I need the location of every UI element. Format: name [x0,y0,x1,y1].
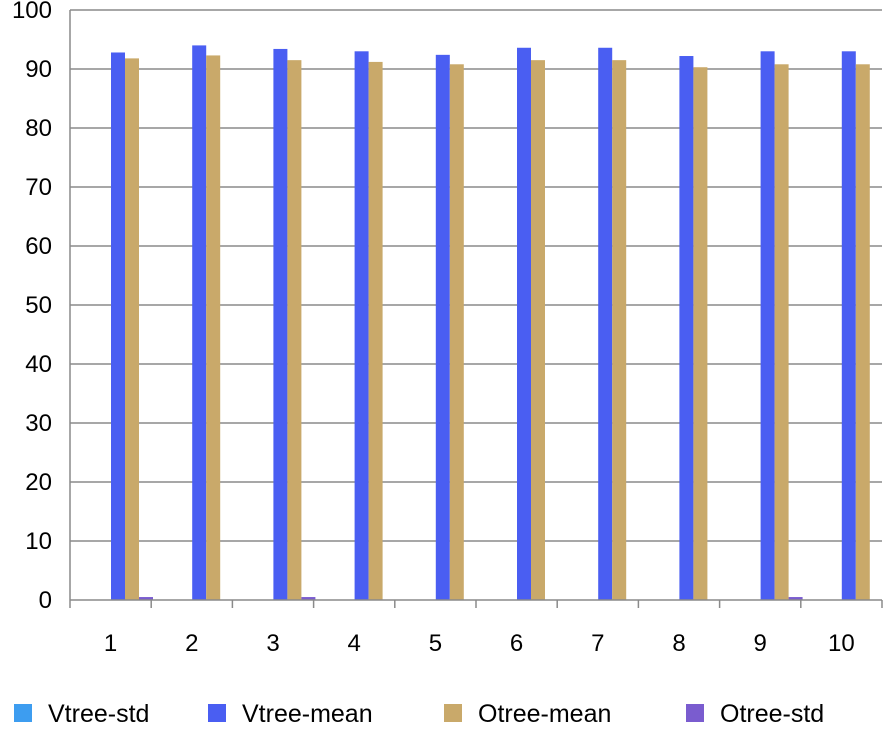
legend-label-vtree-std: Vtree-std [48,700,149,728]
bar-otree-mean-4 [368,61,383,601]
bar-otree-mean-6 [531,60,545,600]
legend-swatch-vtree-std [14,704,32,722]
x-tick-label: 9 [754,630,767,657]
y-tick-label: 0 [39,587,52,614]
bar-otree-std-1 [139,597,153,600]
bar-otree-std-9 [788,597,803,600]
x-tick-label: 2 [185,630,198,657]
bar-vtree-mean-7 [598,47,613,600]
bar-vtree-mean-2 [192,45,207,600]
x-tick-label: 8 [672,630,685,657]
legend-swatch-vtree-mean [208,704,226,722]
bar-otree-std-3 [301,597,316,600]
y-tick-label: 70 [25,174,52,201]
legend-label-vtree-mean: Vtree-mean [242,700,373,728]
bar-vtree-mean-8 [679,56,694,600]
y-tick-label: 50 [25,292,52,319]
y-tick-labels: 0 10 20 30 40 50 60 70 80 90 100 [12,0,52,614]
x-tick-label: 4 [348,630,361,657]
x-tick-label: 6 [510,630,523,657]
bar-otree-mean-1 [125,58,139,600]
bar-otree-mean-10 [855,64,870,600]
y-tick-label: 100 [12,0,52,24]
y-tick-label: 10 [25,528,52,555]
legend-label-otree-mean: Otree-mean [478,700,611,728]
bar-vtree-mean-9 [760,51,775,601]
bar-otree-mean-8 [693,67,708,601]
axes [69,10,883,608]
bar-vtree-mean-3 [273,48,288,600]
legend-label-otree-std: Otree-std [720,700,824,728]
legend: Vtree-std Vtree-mean Otree-mean Otree-std [14,700,824,728]
y-tick-label: 80 [25,115,52,142]
bar-otree-mean-9 [774,64,789,600]
x-tick-label: 7 [591,630,604,657]
x-tick-labels: 1 2 3 4 5 6 7 8 9 10 [104,630,855,657]
bar-otree-mean-2 [206,55,221,601]
x-tick-label: 10 [828,630,855,657]
x-tick-label: 3 [266,630,279,657]
bar-vtree-mean-4 [354,51,369,601]
y-tick-label: 20 [25,469,52,496]
bar-vtree-mean-10 [841,51,856,601]
x-tick-label: 5 [429,630,442,657]
y-tick-label: 60 [25,233,52,260]
bar-otree-mean-5 [449,64,464,600]
y-tick-label: 40 [25,351,52,378]
bars [111,45,870,601]
y-tick-label: 30 [25,410,52,437]
legend-swatch-otree-std [686,704,704,722]
y-tick-label: 90 [25,56,52,83]
bar-vtree-mean-6 [517,47,531,600]
bar-vtree-mean-1 [111,52,125,601]
gridlines [70,9,882,542]
bar-otree-mean-3 [287,60,302,600]
bar-vtree-mean-5 [435,54,450,600]
legend-swatch-otree-mean [444,704,462,722]
x-tick-label: 1 [104,630,117,657]
bar-otree-mean-7 [612,60,627,600]
